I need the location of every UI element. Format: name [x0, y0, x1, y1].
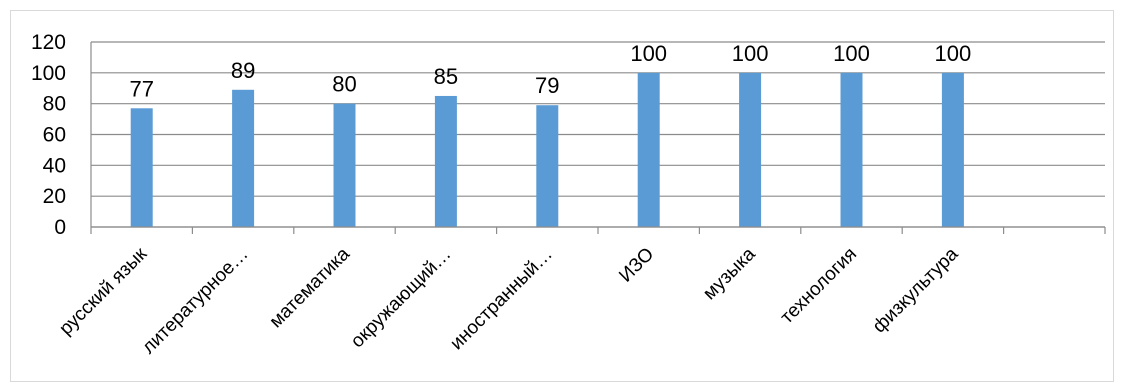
y-tick-label: 120: [31, 31, 66, 54]
bar-4: [434, 95, 457, 227]
bar-8: [840, 72, 863, 227]
bar-6: [637, 72, 660, 227]
category-label: физкультура: [869, 243, 963, 337]
category-label: русский язык: [55, 243, 151, 339]
data-label: 100: [630, 41, 667, 66]
y-tick-label: 100: [31, 62, 66, 85]
y-tick-label: 20: [43, 185, 66, 208]
data-label: 100: [935, 41, 972, 66]
category-label: технология: [777, 244, 861, 328]
category-label: иностранный…: [446, 244, 556, 354]
y-tick-label: 80: [43, 93, 66, 116]
bar-3: [333, 103, 356, 227]
data-label: 77: [129, 76, 153, 101]
bar-9: [941, 72, 964, 227]
category-label: литературное…: [138, 244, 252, 358]
bar-7: [739, 72, 762, 227]
category-label: математика: [266, 243, 355, 332]
bar-2: [232, 89, 255, 228]
data-label: 100: [833, 41, 870, 66]
category-label: ИЗО: [615, 244, 658, 287]
y-tick-label: 40: [43, 154, 66, 177]
category-label: музыка: [699, 243, 760, 304]
y-tick-label: 60: [43, 124, 66, 147]
bar-5: [536, 105, 559, 227]
data-label: 89: [231, 58, 255, 83]
y-tick-label: 0: [54, 216, 66, 239]
data-label: 79: [535, 73, 559, 98]
bar-1: [130, 108, 153, 227]
data-label: 100: [732, 41, 769, 66]
category-label: окружающий…: [347, 244, 455, 352]
data-label: 80: [332, 72, 356, 97]
data-label: 85: [434, 64, 458, 89]
